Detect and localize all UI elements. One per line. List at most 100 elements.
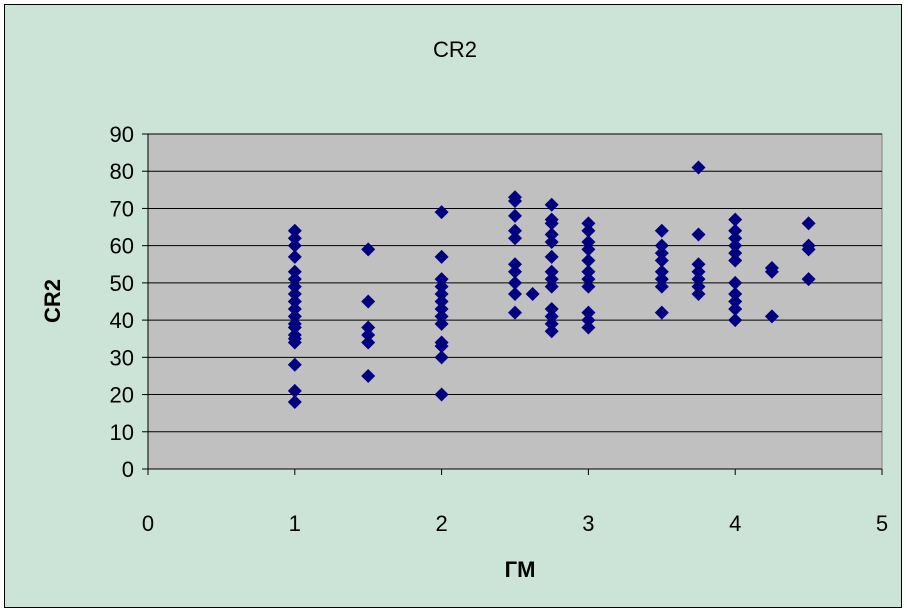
data-point xyxy=(361,328,376,342)
data-point xyxy=(544,272,559,287)
x-tick-label: 0 xyxy=(142,511,154,536)
data-point xyxy=(287,272,302,287)
data-point xyxy=(728,246,743,261)
data-point xyxy=(434,316,449,331)
data-point xyxy=(434,249,449,264)
data-point xyxy=(508,223,522,238)
y-tick-label: 70 xyxy=(110,196,134,221)
data-point xyxy=(728,238,743,253)
data-point xyxy=(801,242,816,257)
data-point xyxy=(728,275,743,290)
data-point xyxy=(654,264,669,279)
data-point xyxy=(581,253,596,268)
data-point xyxy=(287,335,302,350)
data-point xyxy=(287,238,302,253)
data-point xyxy=(508,275,522,290)
data-point xyxy=(801,272,816,287)
data-point xyxy=(654,223,669,238)
data-point xyxy=(544,197,559,212)
data-point xyxy=(508,194,522,208)
data-point xyxy=(581,313,596,328)
data-point xyxy=(581,305,596,320)
x-axis-ticks: 0 1 2 3 4 5 xyxy=(142,469,888,536)
data-point xyxy=(434,205,449,220)
x-axis-label: ГМ xyxy=(505,557,536,582)
x-tick-label: 1 xyxy=(289,511,301,536)
data-point xyxy=(544,227,559,242)
data-point xyxy=(508,264,522,279)
data-point xyxy=(434,272,449,287)
data-point xyxy=(654,238,669,253)
data-point xyxy=(691,279,706,294)
data-point xyxy=(654,305,669,320)
data-point xyxy=(654,272,669,287)
data-point xyxy=(544,316,559,331)
data-point xyxy=(287,383,302,398)
data-point xyxy=(508,257,522,272)
data-point xyxy=(508,305,522,320)
data-point xyxy=(287,309,302,324)
data-point xyxy=(287,249,302,264)
data-point xyxy=(544,216,559,231)
data-point xyxy=(287,279,302,294)
data-point xyxy=(544,279,559,294)
y-tick-label: 80 xyxy=(110,159,134,184)
data-point xyxy=(654,253,669,268)
data-point xyxy=(654,246,669,261)
y-tick-label: 40 xyxy=(110,308,134,333)
data-point xyxy=(544,309,559,324)
data-point xyxy=(434,287,449,302)
data-point xyxy=(287,231,302,246)
data-point xyxy=(434,294,449,309)
data-point xyxy=(764,309,779,324)
data-point xyxy=(434,387,449,402)
data-point xyxy=(691,287,706,302)
y-tick-label: 60 xyxy=(110,234,134,259)
data-point xyxy=(581,264,596,279)
data-point xyxy=(764,264,779,279)
data-points xyxy=(287,160,816,409)
data-point xyxy=(287,301,302,316)
gridlines xyxy=(148,133,882,433)
data-point xyxy=(728,253,743,268)
data-point xyxy=(581,272,596,287)
data-point xyxy=(581,242,596,257)
data-point xyxy=(287,294,302,309)
x-tick-label: 3 xyxy=(582,511,594,536)
y-axis-ticks: 0 10 20 30 40 50 60 70 80 90 xyxy=(110,122,148,482)
data-point xyxy=(544,324,559,339)
data-point xyxy=(508,287,522,302)
data-point xyxy=(434,309,449,324)
data-point xyxy=(581,216,596,231)
data-point xyxy=(728,287,743,302)
data-point xyxy=(287,287,302,302)
data-point xyxy=(287,320,302,335)
y-tick-label: 90 xyxy=(110,122,134,147)
data-point xyxy=(728,301,743,316)
data-point xyxy=(508,208,522,223)
x-tick-label: 4 xyxy=(729,511,741,536)
data-point xyxy=(287,223,302,238)
data-point xyxy=(361,242,376,257)
data-point xyxy=(728,231,743,246)
data-point xyxy=(691,272,706,287)
y-tick-label: 30 xyxy=(110,345,134,370)
data-point xyxy=(581,234,596,249)
data-point xyxy=(361,368,376,383)
y-tick-label: 50 xyxy=(110,271,134,296)
data-point xyxy=(508,231,522,246)
data-point xyxy=(581,223,596,238)
data-point xyxy=(728,313,743,328)
data-point xyxy=(581,279,596,294)
data-point xyxy=(544,234,559,249)
data-point xyxy=(544,301,559,316)
x-tick-label: 2 xyxy=(435,511,447,536)
data-point xyxy=(544,264,559,279)
y-tick-label: 10 xyxy=(110,420,134,445)
data-point xyxy=(691,227,706,242)
y-tick-label: 20 xyxy=(110,383,134,408)
data-point xyxy=(525,287,540,302)
data-point xyxy=(728,212,743,227)
data-point xyxy=(691,257,706,272)
